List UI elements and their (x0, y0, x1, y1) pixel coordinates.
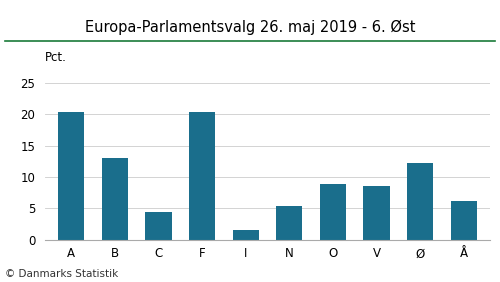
Bar (102, 158, 128, 240)
Bar (407, 163, 434, 240)
Bar (189, 113, 215, 240)
Text: Europa-Parlamentsvalg 26. maj 2019 - 6. Øst: Europa-Parlamentsvalg 26. maj 2019 - 6. … (85, 20, 415, 35)
Bar (232, 230, 259, 240)
Text: © Danmarks Statistik: © Danmarks Statistik (5, 269, 118, 279)
Bar (276, 206, 302, 240)
Bar (146, 212, 172, 240)
Bar (364, 186, 390, 240)
Text: Pct.: Pct. (45, 51, 67, 64)
Bar (450, 201, 477, 240)
Bar (320, 184, 346, 240)
Bar (58, 113, 84, 240)
